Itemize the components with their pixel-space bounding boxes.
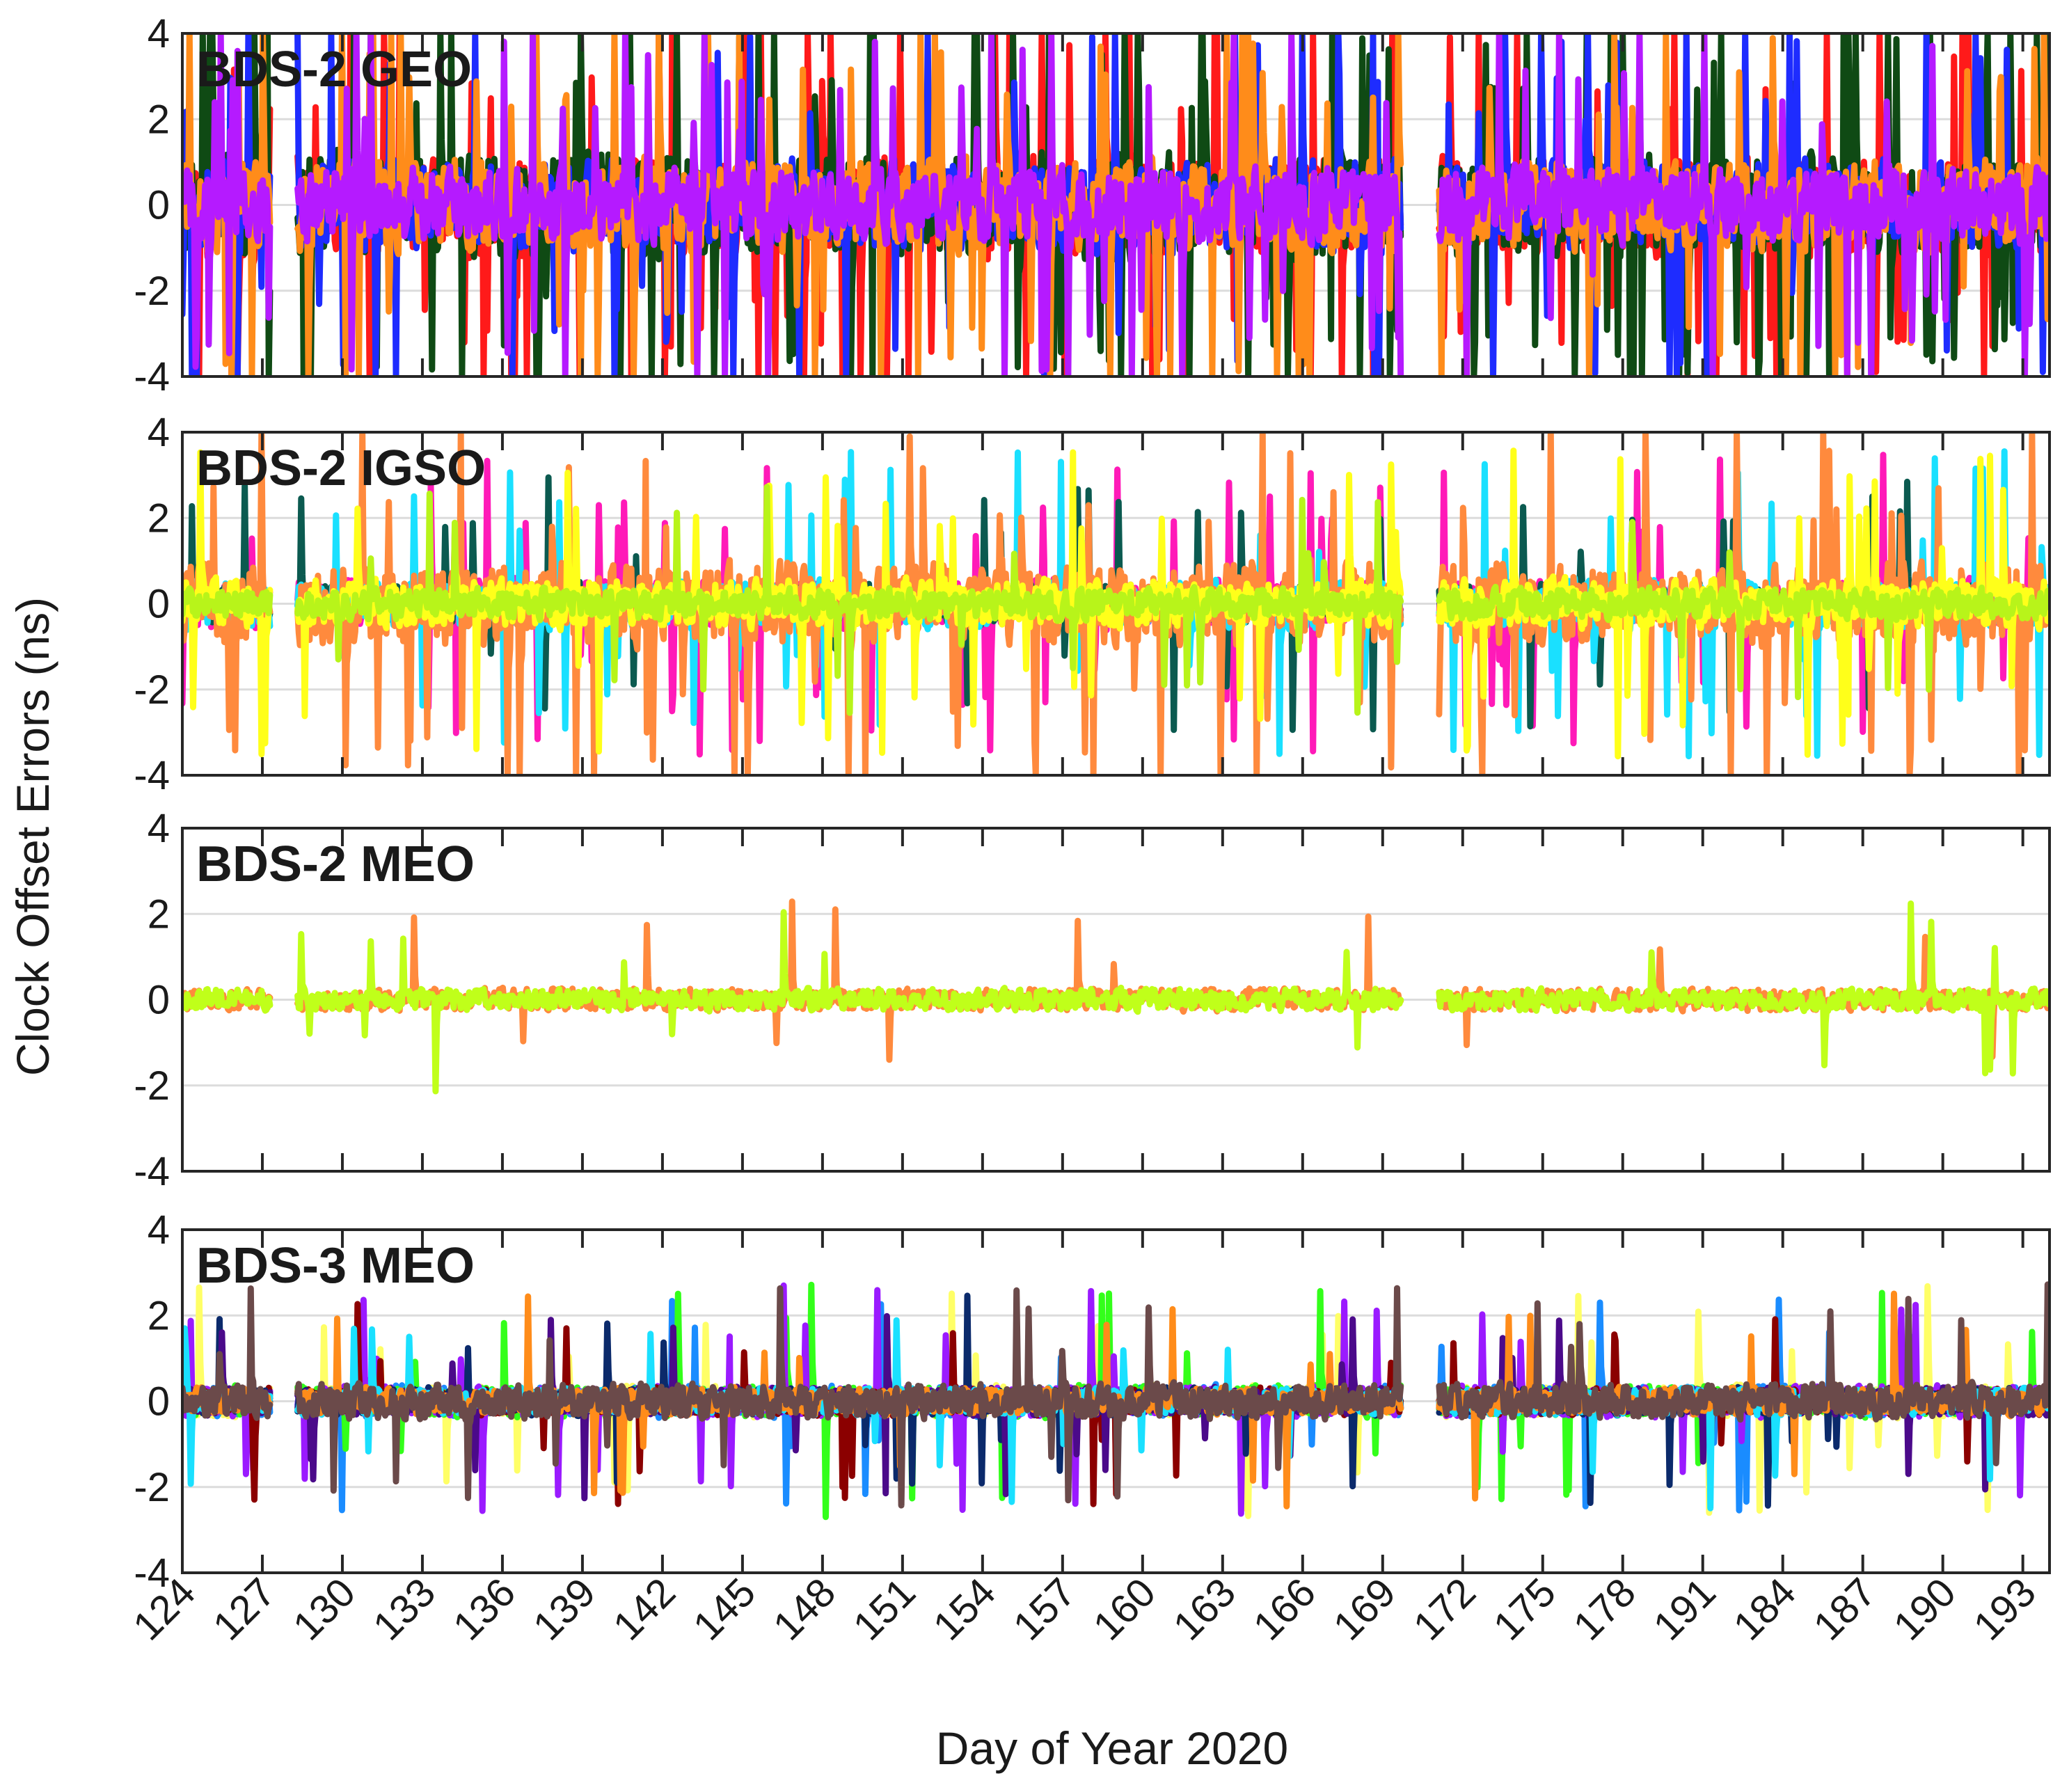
y-tick-label: -2 xyxy=(134,1465,170,1510)
panel-4: -4 -2 0 2 4 BDS-3 MEO xyxy=(134,1207,2051,1596)
x-tick-label: 130 xyxy=(285,1569,364,1649)
x-tick-label: 139 xyxy=(525,1569,604,1649)
panel-frame xyxy=(181,1228,2051,1574)
y-tick-label: 2 xyxy=(148,97,170,142)
y-axis-label: Clock Offset Errors (ns) xyxy=(7,597,58,1076)
series-IGSO-6 xyxy=(182,484,2050,716)
x-tick-label: 133 xyxy=(365,1569,444,1649)
x-tick-label: 193 xyxy=(1965,1569,2044,1649)
x-tick-label: 175 xyxy=(1485,1569,1564,1649)
y-tick-label: 0 xyxy=(148,183,170,228)
y-tick-label: -4 xyxy=(134,1551,170,1596)
x-axis-label: Day of Year 2020 xyxy=(936,1722,1288,1774)
y-tick-label: 0 xyxy=(148,582,170,627)
panel-1: -4 -2 0 2 4 BDS-2 GEO xyxy=(134,11,2051,399)
x-tick-label: 136 xyxy=(445,1569,524,1649)
y-tick-label: -2 xyxy=(134,269,170,314)
y-tick-label: 4 xyxy=(148,1207,170,1253)
x-tick-label: 163 xyxy=(1165,1569,1244,1649)
x-tick-labels: 124 127 130 133 136 139 142 145 148 151 154 157 160 1… xyxy=(125,1569,2045,1649)
y-tick-label: 0 xyxy=(148,1379,170,1425)
y-tick-label: 4 xyxy=(148,806,170,851)
x-tick-label: 160 xyxy=(1085,1569,1164,1649)
x-tick-label: 191 xyxy=(1645,1569,1725,1649)
panel-frame xyxy=(181,32,2051,378)
x-tick-label: 145 xyxy=(685,1569,764,1649)
x-tick-label: 178 xyxy=(1565,1569,1644,1649)
series-MEO-1 xyxy=(182,898,2050,1063)
x-tick-label: 166 xyxy=(1245,1569,1324,1649)
series-GEO-5 xyxy=(182,33,2050,376)
y-tick-label: -2 xyxy=(134,667,170,713)
panel-title: BDS-2 GEO xyxy=(196,42,472,97)
x-tick-label: 187 xyxy=(1805,1569,1884,1649)
x-tick-label: 142 xyxy=(605,1569,684,1649)
x-tick-label: 127 xyxy=(205,1569,284,1649)
panels: -4 -2 0 2 4 BDS-2 GEO -4 -2 0 2 4 BDS-2 IGSO -4 -2 0 2 4… xyxy=(134,11,2051,1596)
x-tick-label: 157 xyxy=(1005,1569,1084,1649)
panel-3: -4 -2 0 2 4 BDS-2 MEO xyxy=(134,806,2051,1194)
x-tick-label: 172 xyxy=(1405,1569,1484,1649)
x-tick-label: 151 xyxy=(845,1569,924,1649)
y-tick-label: -2 xyxy=(134,1063,170,1109)
series-group xyxy=(182,898,2050,1095)
x-tick-label: 190 xyxy=(1885,1569,1964,1649)
y-tick-label: 2 xyxy=(148,495,170,541)
y-tick-label: 2 xyxy=(148,891,170,937)
panel-frame xyxy=(181,431,2051,777)
series-MEO-2 xyxy=(182,900,2050,1095)
x-tick-label: 154 xyxy=(925,1569,1004,1649)
y-tick-label: -4 xyxy=(134,354,170,399)
series-group xyxy=(182,33,2050,376)
panel-frame xyxy=(181,827,2051,1173)
panel-title: BDS-3 MEO xyxy=(196,1238,475,1294)
series-C-10 xyxy=(182,1281,2050,1509)
series-group xyxy=(182,1281,2050,1521)
y-tick-label: 2 xyxy=(148,1293,170,1338)
y-tick-label: 0 xyxy=(148,978,170,1023)
x-tick-label: 184 xyxy=(1725,1569,1805,1649)
series-group xyxy=(182,432,2050,775)
y-tick-label: -4 xyxy=(134,1149,170,1194)
panel-title: BDS-2 MEO xyxy=(196,836,475,892)
panel-2: -4 -2 0 2 4 BDS-2 IGSO xyxy=(134,410,2051,798)
y-tick-label: 4 xyxy=(148,11,170,56)
y-tick-label: 4 xyxy=(148,410,170,455)
x-tick-label: 148 xyxy=(765,1569,844,1649)
panel-title: BDS-2 IGSO xyxy=(196,441,486,496)
x-tick-label: 169 xyxy=(1325,1569,1404,1649)
y-tick-label: -4 xyxy=(134,753,170,798)
